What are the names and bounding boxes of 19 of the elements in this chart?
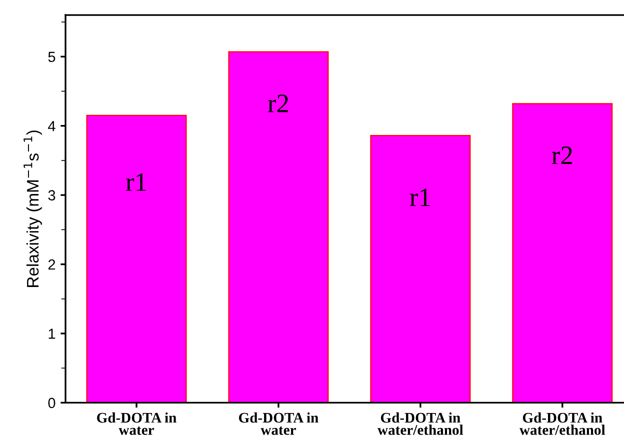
- x-tick-label: Gd-DOTA in water/ethanol: [519, 412, 606, 435]
- x-tick-label: Gd-DOTA in water: [238, 412, 318, 435]
- bar: [86, 114, 187, 403]
- y-tick-label: 5: [48, 52, 56, 62]
- y-tick-label: 3: [48, 190, 56, 200]
- annotation: r1: [126, 173, 146, 191]
- x-tick-label: Gd-DOTA in water/ethanol: [378, 412, 464, 435]
- y-tick-label: 2: [48, 259, 56, 270]
- y-tick-label: 1: [48, 328, 56, 339]
- bar: [228, 51, 329, 403]
- annotation: r2: [268, 94, 288, 112]
- x-tick-label: Gd-DOTA in water: [97, 412, 176, 435]
- annotation: r1: [410, 188, 430, 206]
- y-tick-label: 0: [48, 398, 56, 408]
- bar: [512, 103, 613, 403]
- bar: [370, 134, 471, 403]
- annotation: r2: [552, 146, 572, 164]
- y-axis-title: Relaxivity (mM$^{−1}$s$^{−1}$): [24, 130, 42, 287]
- y-tick-label: 4: [48, 121, 56, 132]
